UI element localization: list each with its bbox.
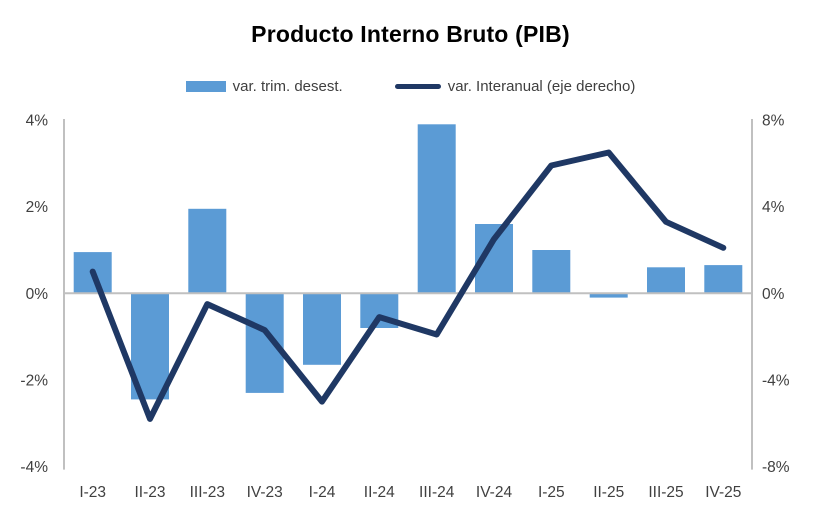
line-series-swatch-icon bbox=[394, 84, 441, 89]
left-axis-tick-2%: 2% bbox=[26, 199, 49, 216]
bar-IV-25 bbox=[704, 265, 743, 294]
bar-III-23 bbox=[188, 208, 227, 294]
bar-series-swatch-icon bbox=[185, 81, 226, 92]
legend-item-line-series: var. Interanual (eje derecho) bbox=[394, 78, 636, 95]
line-series-label: var. Interanual (eje derecho) bbox=[447, 78, 636, 95]
x-axis-label-II-25: II-25 bbox=[593, 484, 624, 501]
chart-title: Producto Interno Bruto (PIB) bbox=[251, 21, 570, 47]
right-axis-tick-4%: 4% bbox=[762, 199, 785, 216]
bar-I-24 bbox=[303, 293, 341, 365]
x-axis-label-II-24: II-24 bbox=[364, 484, 395, 501]
x-axis-label-IV-23: IV-23 bbox=[247, 484, 283, 501]
left-axis-tick-4%: 4% bbox=[26, 113, 49, 130]
x-axis-label-III-23: III-23 bbox=[190, 484, 225, 501]
left-axis-tick--2%: -2% bbox=[20, 373, 48, 390]
right-axis-tick-0%: 0% bbox=[762, 286, 785, 303]
x-axis-label-III-25: III-25 bbox=[648, 484, 683, 501]
x-axis-label-III-24: III-24 bbox=[419, 484, 455, 501]
left-axis-tick--4%: -4% bbox=[20, 459, 48, 476]
right-axis-tick--4%: -4% bbox=[762, 373, 790, 390]
chart-legend: var. trim. desest. var. Interanual (eje … bbox=[0, 78, 821, 95]
x-axis-label-IV-25: IV-25 bbox=[705, 484, 741, 501]
bar-III-25 bbox=[647, 267, 685, 294]
x-axis-label-I-23: I-23 bbox=[79, 484, 106, 501]
left-axis-tick-0%: 0% bbox=[26, 286, 49, 303]
bar-III-24 bbox=[417, 124, 456, 294]
x-axis-label-II-23: II-23 bbox=[134, 484, 165, 501]
x-axis-label-IV-24: IV-24 bbox=[476, 484, 513, 501]
right-axis-tick-8%: 8% bbox=[762, 113, 785, 130]
legend-item-bar-series: var. trim. desest. bbox=[185, 78, 343, 95]
bar-II-25 bbox=[589, 293, 628, 298]
x-axis-label-I-25: I-25 bbox=[538, 484, 565, 501]
x-axis-label-I-24: I-24 bbox=[309, 484, 336, 501]
right-axis-tick--8%: -8% bbox=[762, 459, 790, 476]
bar-series-label: var. trim. desest. bbox=[232, 78, 343, 95]
bar-I-25 bbox=[532, 250, 571, 294]
line-series-path bbox=[89, 149, 727, 422]
